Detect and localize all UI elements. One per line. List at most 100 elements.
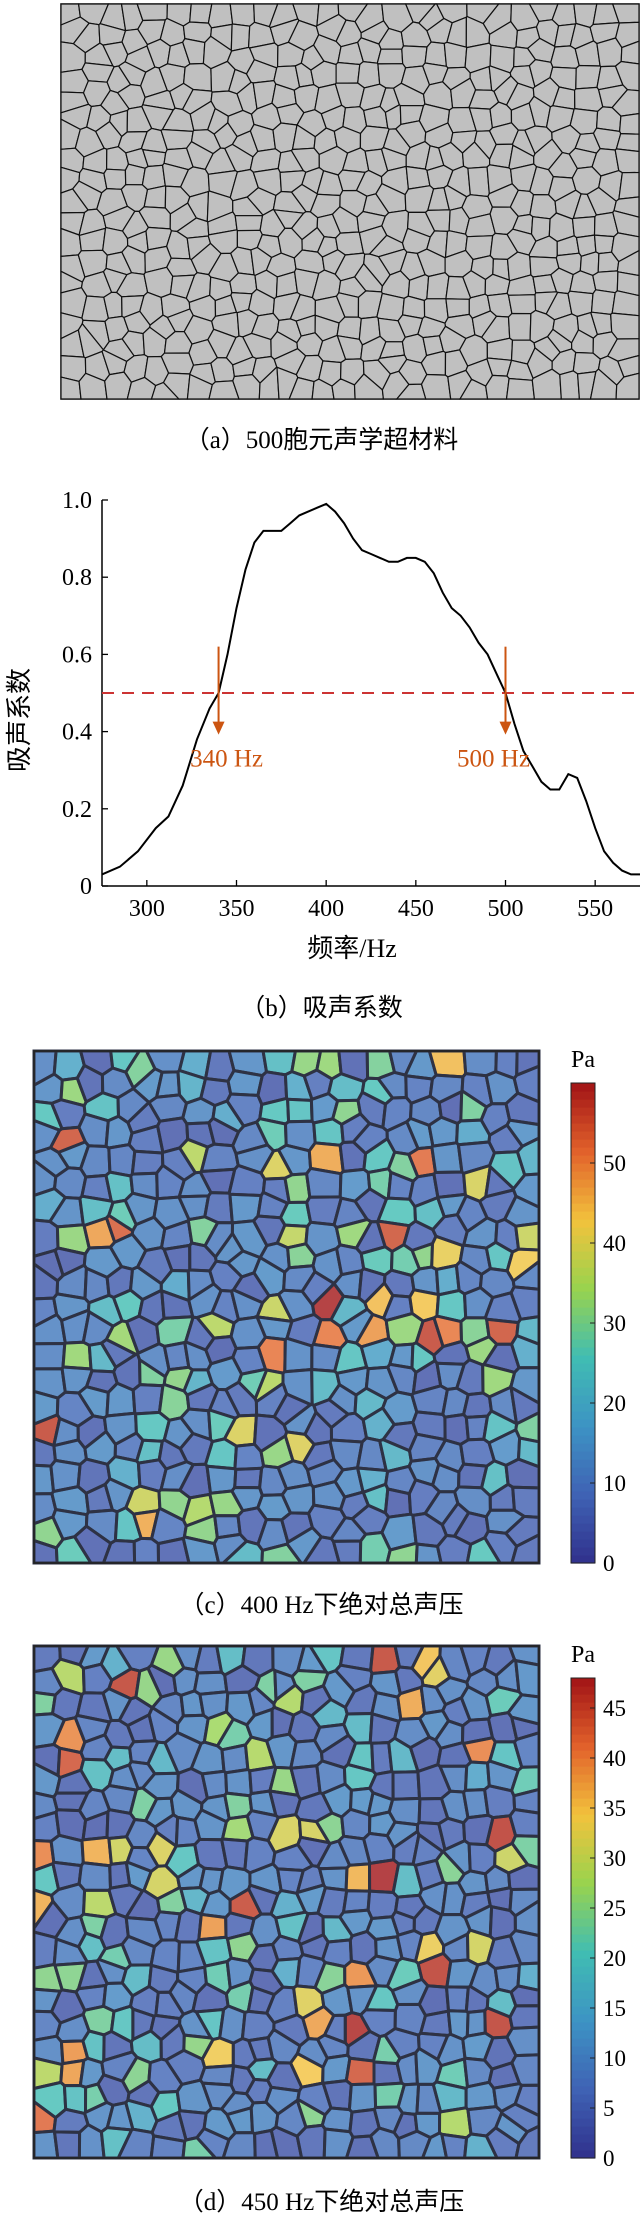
colorbar-segment (571, 1451, 595, 1460)
colorbar-segment (571, 2006, 595, 2015)
y-tick-label: 0.6 (62, 642, 92, 668)
x-axis-label: 频率/Hz (307, 934, 397, 963)
colorbar-segment (571, 1443, 595, 1452)
colorbar-segment (571, 1862, 595, 1871)
pressure-cell (173, 1907, 203, 1944)
colorbar-segment (571, 1515, 595, 1524)
voronoi-cell (335, 61, 361, 84)
pressure-cell (383, 1487, 413, 1519)
colorbar-segment (571, 1171, 595, 1180)
colorbar-segment (571, 1758, 595, 1767)
colorbar-segment (571, 1910, 595, 1919)
colorbar-segment (571, 2102, 595, 2111)
colorbar-tick-label: 10 (603, 1471, 626, 1496)
colorbar-segment (571, 1467, 595, 1476)
pressure-cell (444, 1985, 470, 2013)
colorbar-segment (571, 1251, 595, 1260)
panel-b: 吸声系数 频率/Hz 300 350 400 450 500 550 0 0.2 0.4 0.6 0… (0, 470, 643, 1040)
colorbar-segment (571, 1726, 595, 1735)
voronoi-cell (376, 48, 404, 65)
voronoi-cell (590, 289, 616, 316)
colorbar-segment (571, 1139, 595, 1148)
colorbar-segment (571, 1718, 595, 1727)
colorbar-segment (571, 1507, 595, 1516)
colorbar-segment (571, 1355, 595, 1364)
annotation-arrow (499, 646, 512, 735)
colorbar-segment (571, 1830, 595, 1839)
colorbar-segment (571, 1902, 595, 1911)
pressure-cell (331, 1539, 363, 1565)
colorbar-segment (571, 1115, 595, 1124)
voronoi-cell (424, 41, 448, 68)
pressure-cell (362, 1831, 396, 1866)
colorbar-segment (571, 1531, 595, 1540)
colorbar-segment (571, 1147, 595, 1156)
voronoi-cell (376, 292, 405, 322)
pressure-cell (439, 2132, 469, 2160)
pressure-cell (224, 1767, 253, 1798)
colorbar-segment (571, 1427, 595, 1436)
pressure-cell (358, 1530, 392, 1565)
y-axis-label: 吸声系数 (5, 668, 34, 772)
pressure-cell (80, 1835, 113, 1868)
pressure-cell (463, 1760, 491, 1792)
colorbar-segment (571, 1387, 595, 1396)
pressure-cell (149, 2134, 187, 2160)
pressure-cell (347, 2082, 378, 2114)
pressure-cell (509, 1984, 541, 2008)
pressure-cell (344, 1862, 372, 1893)
colorbar-segment (571, 1211, 595, 1220)
annotation-label: 340 Hz (190, 745, 263, 772)
colorbar-segment (571, 1982, 595, 1991)
pressure-cell (283, 1336, 314, 1374)
colorbar-frame (570, 1677, 596, 2159)
x-tick-label: 450 (398, 896, 434, 922)
colorbar-segment (571, 1363, 595, 1372)
panel-d: Pa 0 5 10 15 20 25 30 35 40 45 （d）450 Hz下绝对总声压 (0, 1640, 643, 2224)
colorbar-tick-label: 20 (603, 1946, 626, 1971)
pressure-cell (154, 1070, 182, 1099)
colorbar-tick-label: 50 (603, 1151, 626, 1176)
colorbar-segment (571, 2086, 595, 2095)
colorbar-segment (571, 1091, 595, 1100)
colorbar-segment (571, 2118, 595, 2127)
pressure-cell (233, 1442, 266, 1471)
pressure-cell (132, 1536, 161, 1565)
colorbar-segment (571, 1870, 595, 1879)
pressure-cell (199, 1142, 240, 1174)
colorbar-segment (571, 2046, 595, 2055)
voronoi-cell (615, 372, 640, 400)
colorbar-segment (571, 1275, 595, 1284)
field-frame (33, 1645, 540, 2159)
pressure-cell (340, 1807, 372, 1841)
voronoi-cell (426, 272, 450, 300)
colorbar-segment (571, 1291, 595, 1300)
pressure-cell (395, 2050, 419, 2087)
colorbar-segment (571, 1539, 595, 1548)
pressure-cell (464, 2080, 498, 2112)
colorbar-segment (571, 1299, 595, 1308)
pressure-cell (418, 2009, 453, 2038)
colorbar-segment (571, 1315, 595, 1324)
colorbar-segment (571, 2030, 595, 2039)
colorbar-segment (571, 1491, 595, 1500)
colorbar-segment (571, 2150, 595, 2159)
colorbar-segment (571, 1379, 595, 1388)
pressure-cell (52, 2130, 82, 2160)
colorbar-segment (571, 1267, 595, 1276)
colorbar-segment (571, 2022, 595, 2031)
colorbar-segment (571, 1934, 595, 1943)
colorbar-tick-label: 35 (603, 1796, 626, 1821)
pressure-cell (61, 1340, 93, 1371)
voronoi-cell-pattern (60, 3, 640, 400)
colorbar-tick-label: 5 (603, 2096, 615, 2121)
pressure-cell (32, 1341, 67, 1371)
colorbar-segment (571, 1107, 595, 1116)
colorbar-tick-label: 20 (603, 1391, 626, 1416)
voronoi-cell (618, 171, 640, 200)
colorbar-segment (571, 1702, 595, 1711)
colorbar-segment (571, 1878, 595, 1887)
colorbar-segment (571, 1371, 595, 1380)
y-tick-label: 0.8 (62, 565, 92, 591)
voronoi-cell (143, 185, 167, 209)
